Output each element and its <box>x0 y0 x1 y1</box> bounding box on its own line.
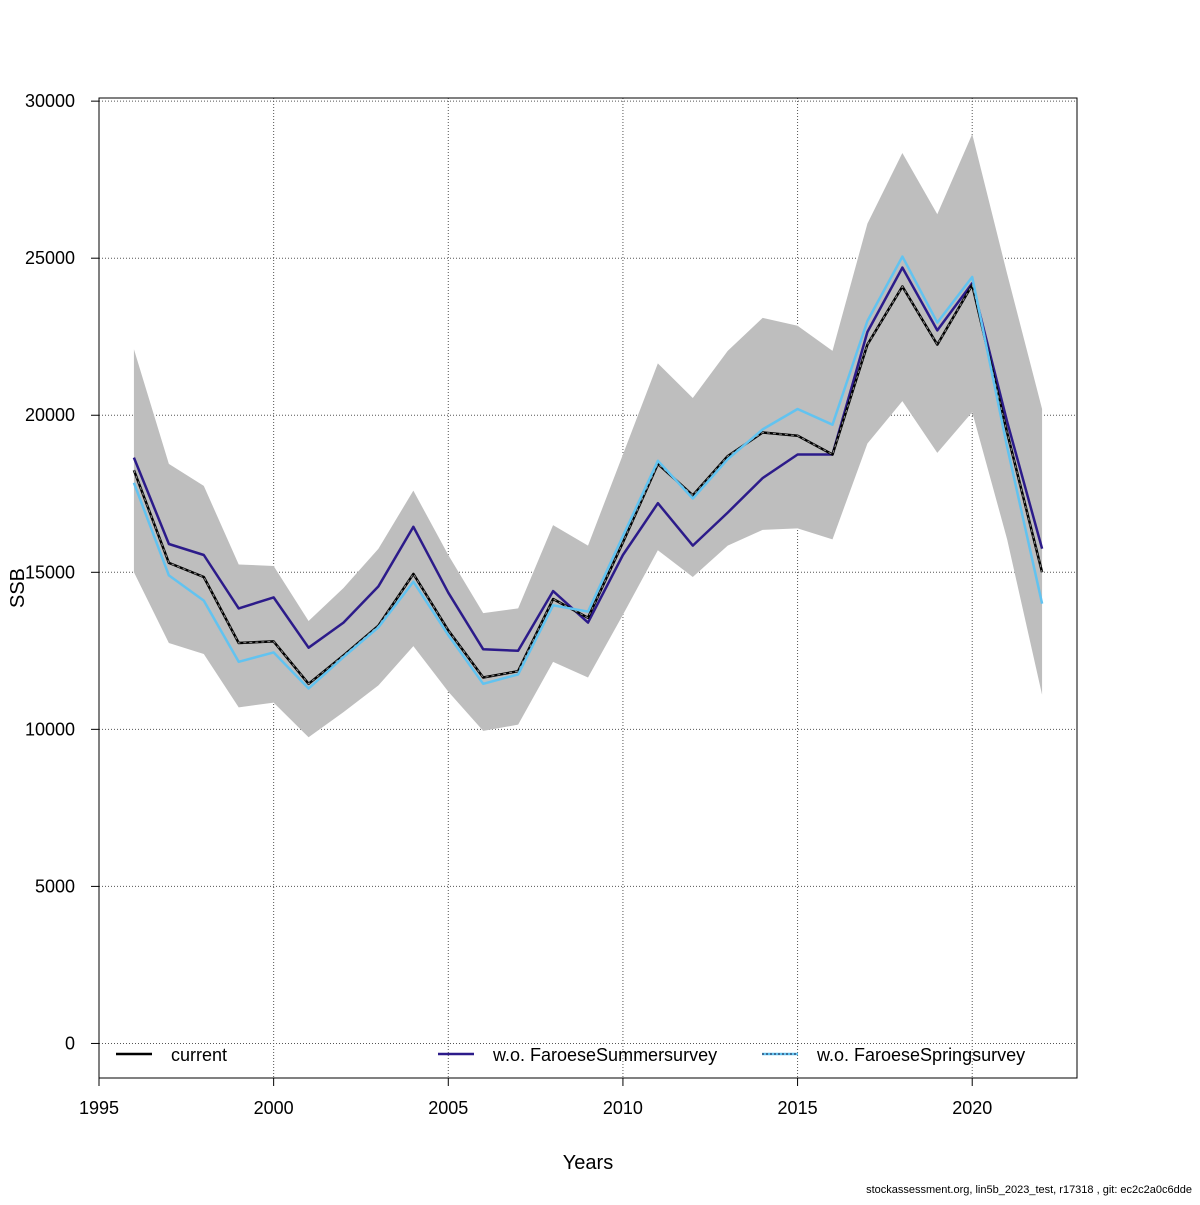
x-tick-label: 2005 <box>428 1098 468 1118</box>
y-tick-label: 15000 <box>25 562 75 582</box>
x-tick-label: 2010 <box>603 1098 643 1118</box>
y-tick-label: 5000 <box>35 876 75 896</box>
y-tick-label: 0 <box>65 1033 75 1053</box>
confidence-band <box>133 134 1043 738</box>
plot-frame <box>98 97 1078 1079</box>
y-tick-label: 30000 <box>25 91 75 111</box>
y-tick-label: 10000 <box>25 719 75 739</box>
y-axis: 0 5000 10000 15000 20000 25000 30000 <box>25 91 99 1053</box>
series-line-w-o-faroesespringsurvey <box>132 255 1044 690</box>
x-axis-title: Years <box>563 1152 613 1174</box>
x-tick-label: 2015 <box>778 1098 818 1118</box>
confidence-band-area <box>133 134 1043 738</box>
y-tick-label: 20000 <box>25 405 75 425</box>
x-axis: 1995 2000 2005 2010 2015 2020 <box>79 1078 992 1118</box>
x-tick-label: 1995 <box>79 1098 119 1118</box>
legend-label-current: current <box>171 1045 227 1065</box>
legend-label-w-o-faroesespringsurvey: w.o. FaroeseSpringsurvey <box>816 1045 1025 1065</box>
series-line-w-o-faroesesummersurvey <box>132 266 1044 653</box>
y-tick-label: 25000 <box>25 248 75 268</box>
x-tick-label: 2000 <box>254 1098 294 1118</box>
legend: current w.o. FaroeseSummersurvey w.o. Faro… <box>116 1045 1025 1065</box>
series-lines <box>132 255 1044 690</box>
series-line-current-dash <box>133 283 1043 685</box>
legend-label-w-o-faroesesummersurvey: w.o. FaroeseSummersurvey <box>492 1045 717 1065</box>
footer-note: stockassessment.org, lin5b_2023_test, r1… <box>866 1184 1192 1196</box>
y-axis-title: SSB <box>7 568 29 608</box>
x-tick-label: 2020 <box>952 1098 992 1118</box>
